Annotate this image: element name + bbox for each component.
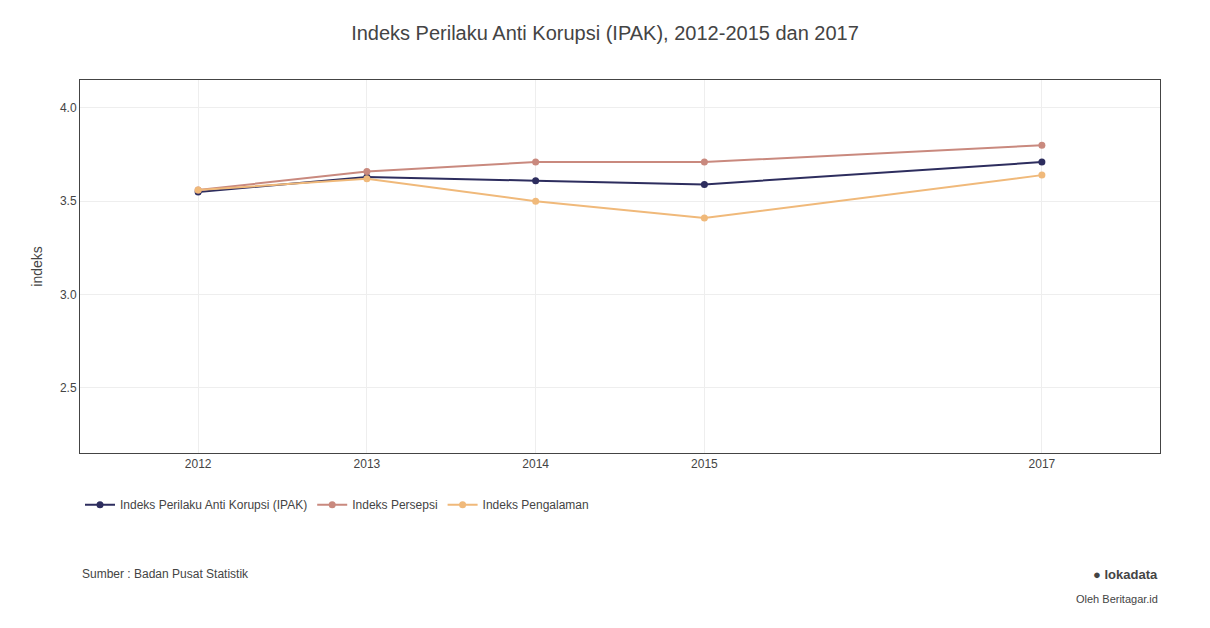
svg-text:Oleh Beritagar.id: Oleh Beritagar.id <box>1076 593 1158 605</box>
svg-text:3.5: 3.5 <box>60 194 77 208</box>
svg-text:2017: 2017 <box>1029 457 1056 471</box>
svg-text:2013: 2013 <box>354 457 381 471</box>
svg-text:indeks: indeks <box>29 246 45 286</box>
svg-text:Indeks Perilaku Anti Korupsi (: Indeks Perilaku Anti Korupsi (IPAK), 201… <box>351 22 859 44</box>
svg-text:Indeks Perilaku Anti Korupsi (: Indeks Perilaku Anti Korupsi (IPAK) <box>120 498 307 512</box>
svg-text:4.0: 4.0 <box>60 101 77 115</box>
svg-text:3.0: 3.0 <box>60 288 77 302</box>
svg-text:● lokadata: ● lokadata <box>1093 567 1158 582</box>
svg-text:2.5: 2.5 <box>60 381 77 395</box>
svg-text:Indeks Pengalaman: Indeks Pengalaman <box>483 498 589 512</box>
svg-text:Indeks Persepsi: Indeks Persepsi <box>352 498 437 512</box>
svg-text:2014: 2014 <box>522 457 549 471</box>
svg-text:2015: 2015 <box>691 457 718 471</box>
svg-text:2012: 2012 <box>185 457 212 471</box>
svg-text:Sumber : Badan Pusat Statistik: Sumber : Badan Pusat Statistik <box>82 567 249 581</box>
